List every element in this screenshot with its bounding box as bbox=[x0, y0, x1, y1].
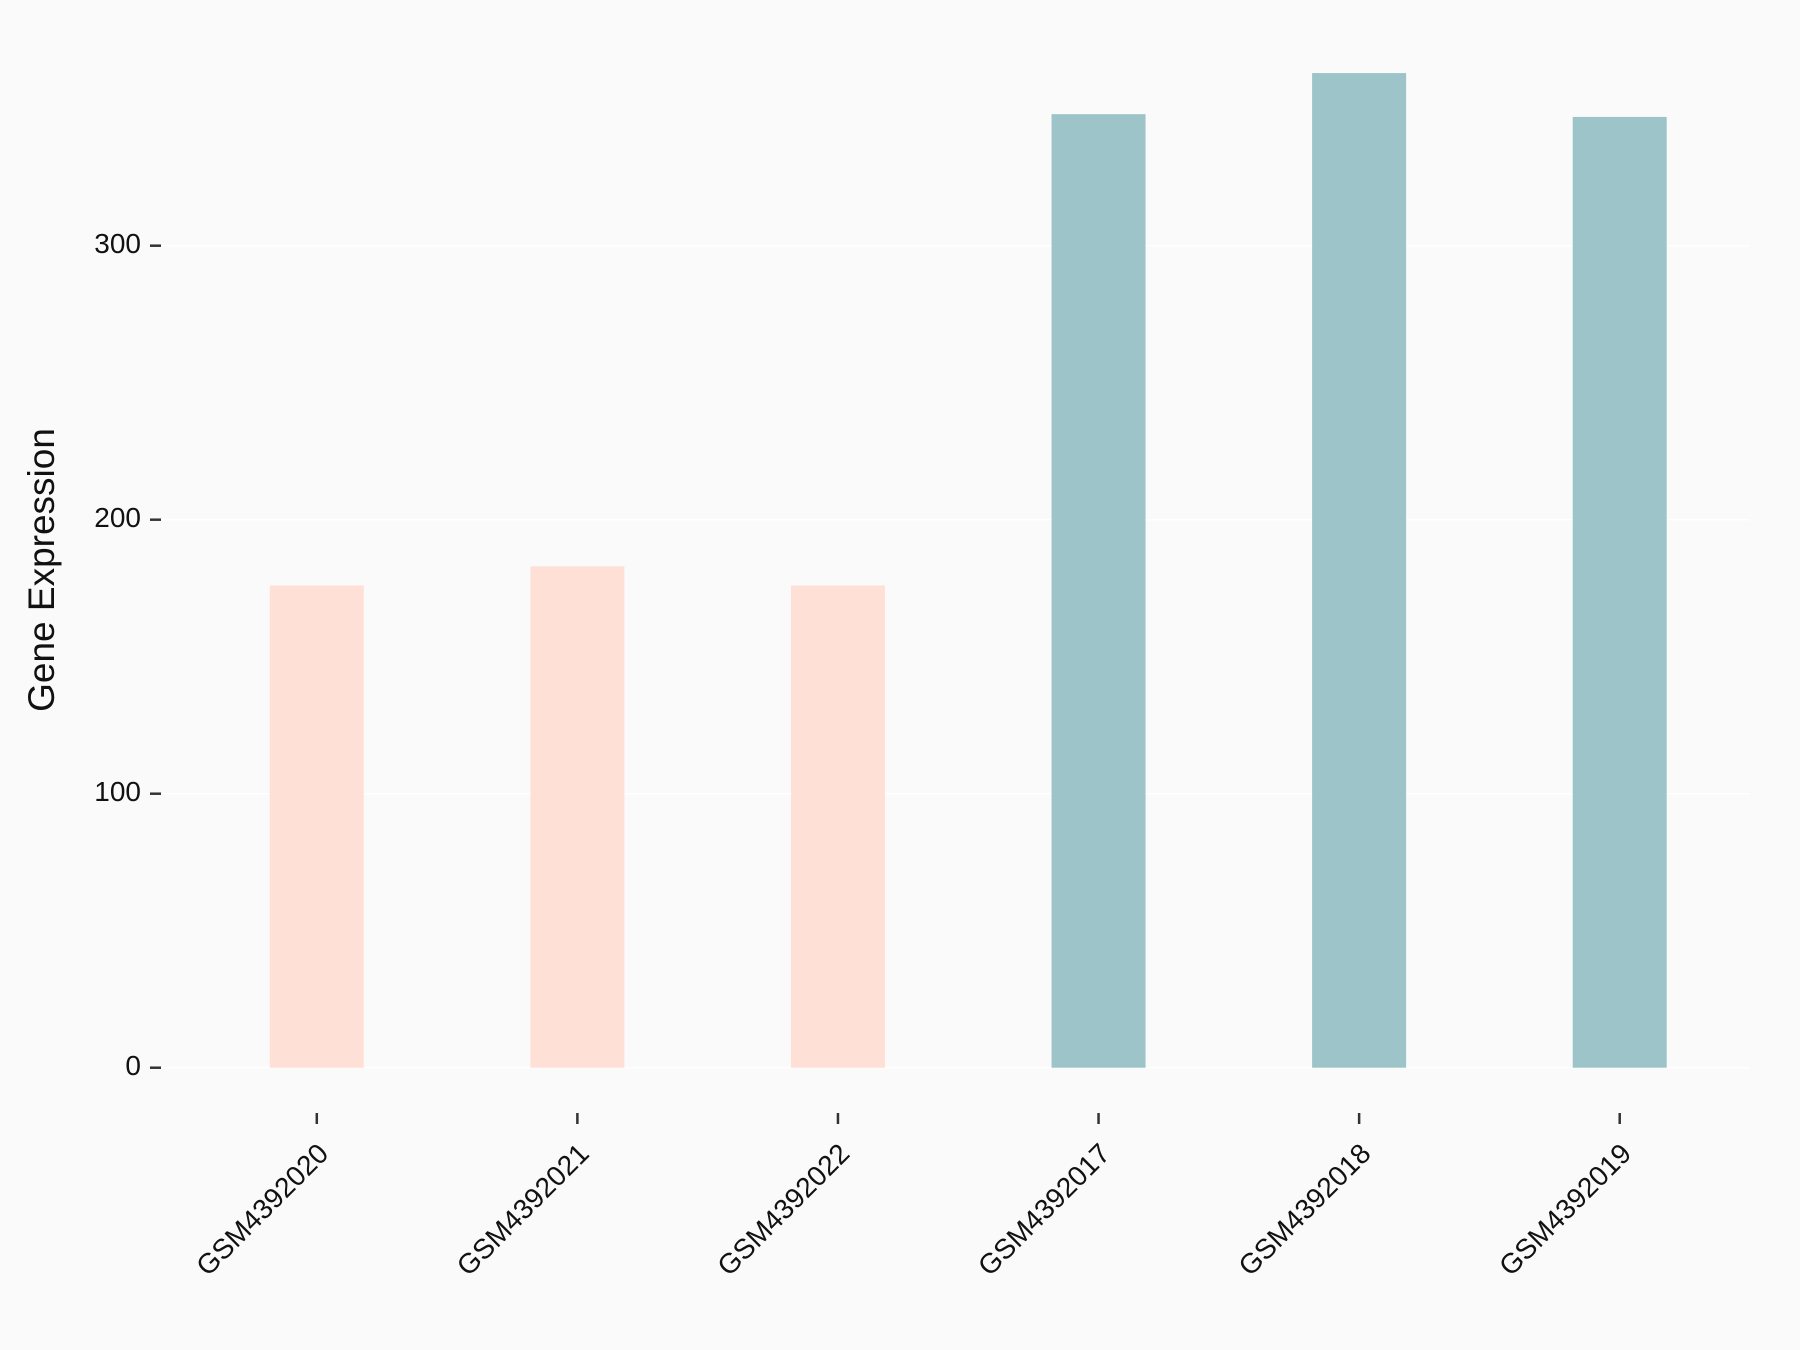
y-axis-title: Gene Expression bbox=[21, 428, 62, 712]
y-tick-label: 100 bbox=[94, 776, 141, 807]
bar bbox=[1572, 116, 1667, 1068]
bar bbox=[1312, 73, 1407, 1068]
bar bbox=[1051, 114, 1146, 1068]
bar bbox=[790, 585, 885, 1068]
y-tick-label: 0 bbox=[125, 1050, 141, 1081]
y-tick-label: 300 bbox=[94, 228, 141, 259]
bar bbox=[269, 585, 364, 1068]
y-tick-label: 200 bbox=[94, 502, 141, 533]
bar bbox=[530, 566, 625, 1068]
